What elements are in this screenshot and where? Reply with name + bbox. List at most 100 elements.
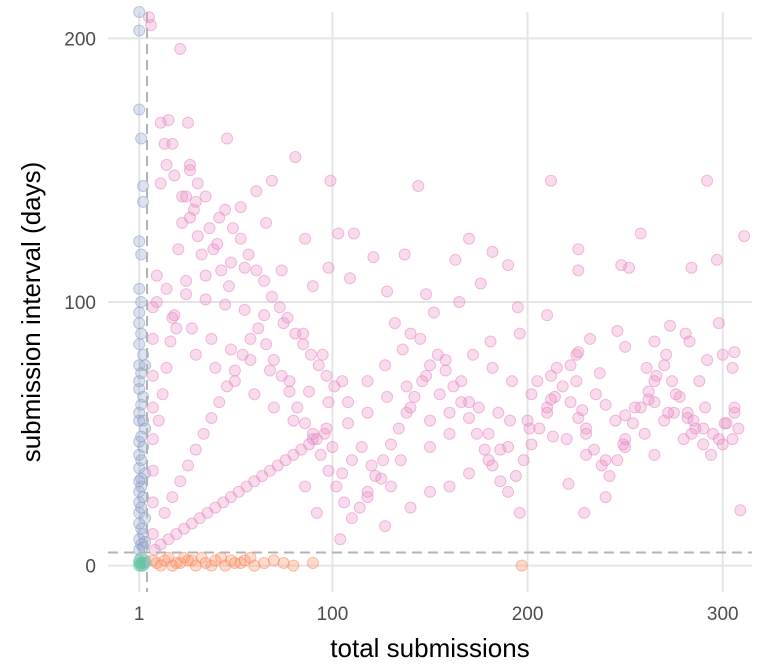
point-s3-287 xyxy=(595,459,608,472)
point-s3-98 xyxy=(734,504,747,517)
point-s3-288 xyxy=(603,470,616,482)
point-s0-47 xyxy=(135,472,148,485)
point-s3-14 xyxy=(544,174,557,187)
point-s3-96 xyxy=(578,506,591,519)
point-s3-330 xyxy=(304,348,317,361)
point-s3-115 xyxy=(361,375,374,388)
point-s3-157 xyxy=(521,414,534,427)
point-s3-291 xyxy=(626,417,639,430)
point-s3-26 xyxy=(572,243,585,256)
point-s3-124 xyxy=(424,441,436,453)
point-s3-80 xyxy=(599,398,612,411)
point-s3-118 xyxy=(414,332,427,345)
point-s3-13 xyxy=(412,180,425,192)
point-s3-181 xyxy=(505,375,518,388)
point-s3-201 xyxy=(146,332,159,345)
point-s3-168 xyxy=(531,375,544,388)
point-s3-341 xyxy=(207,243,220,256)
point-s3-267 xyxy=(439,364,452,377)
point-s3-150 xyxy=(384,480,397,493)
point-s3-36 xyxy=(572,264,585,277)
point-s3-38 xyxy=(685,261,698,274)
point-s3-93 xyxy=(504,414,517,427)
point-s3-279 xyxy=(533,422,546,435)
point-s3-49 xyxy=(474,277,487,290)
point-s0-2 xyxy=(133,103,146,116)
point-s3-68 xyxy=(701,354,714,366)
point-s3-112 xyxy=(299,480,312,493)
point-s3-35 xyxy=(502,259,515,272)
point-s3-45 xyxy=(306,280,319,293)
point-s3-198 xyxy=(185,322,198,335)
point-s3-25 xyxy=(486,245,499,258)
point-s3-308 xyxy=(164,335,177,348)
point-s3-85 xyxy=(699,401,712,414)
point-s3-180 xyxy=(486,361,499,374)
point-s3-242 xyxy=(244,332,257,345)
point-s3-271 xyxy=(470,427,483,440)
point-s3-192 xyxy=(303,385,316,398)
point-s3-293 xyxy=(642,385,655,398)
point-s0-4 xyxy=(137,180,150,192)
point-s3-262 xyxy=(400,406,413,419)
point-s3-1 xyxy=(144,19,157,32)
point-s3-101 xyxy=(463,467,476,480)
point-s2-9 xyxy=(135,559,148,572)
point-s3-189 xyxy=(361,406,374,419)
point-s1-13 xyxy=(267,554,280,567)
point-s3-91 xyxy=(648,448,661,461)
point-s3-165 xyxy=(677,433,690,446)
point-s3-62 xyxy=(648,335,661,348)
point-s3-203 xyxy=(146,401,159,414)
point-s3-273 xyxy=(486,459,499,472)
point-s3-121 xyxy=(472,401,485,414)
point-s3-328 xyxy=(289,327,302,340)
point-s3-81 xyxy=(619,409,632,422)
point-s3-270 xyxy=(463,412,476,424)
point-s0-12 xyxy=(135,327,148,340)
point-s3-22 xyxy=(332,227,345,240)
point-s3-135 xyxy=(199,293,212,306)
point-s3-315 xyxy=(191,230,204,243)
point-s3-319 xyxy=(219,203,232,216)
point-s3-23 xyxy=(347,227,360,240)
y-tick-label-1: 100 xyxy=(64,293,96,314)
point-s3-54 xyxy=(388,317,401,330)
point-s3-125 xyxy=(394,454,407,467)
point-s0-7 xyxy=(135,248,148,261)
point-s3-119 xyxy=(433,388,446,401)
point-s1-27 xyxy=(224,554,237,567)
point-s3-97 xyxy=(513,506,526,519)
point-s3-274 xyxy=(494,475,507,488)
point-s3-200 xyxy=(146,301,159,314)
point-s3-250 xyxy=(306,433,319,446)
point-s3-317 xyxy=(203,222,216,235)
point-s3-143 xyxy=(248,388,261,401)
y-axis-ticks: 0 100 200 xyxy=(64,29,96,577)
point-s3-19 xyxy=(213,211,226,224)
point-s3-33 xyxy=(398,248,411,261)
point-s3-188 xyxy=(381,390,394,403)
point-s3-275 xyxy=(502,485,515,498)
point-s3-305 xyxy=(152,414,165,427)
point-s3-190 xyxy=(342,417,355,430)
point-s3-316 xyxy=(195,248,208,261)
x-tick-label-0: 1 xyxy=(134,604,145,625)
point-s3-147 xyxy=(326,441,339,453)
x-tick-label-3: 300 xyxy=(707,604,739,625)
x-axis-ticks: 1 100 200 300 xyxy=(134,604,739,625)
point-s3-313 xyxy=(183,164,196,177)
point-s3-343 xyxy=(222,280,235,293)
point-s0-0 xyxy=(133,6,146,18)
point-s3-284 xyxy=(572,412,585,424)
point-s3-263 xyxy=(408,390,421,403)
point-s3-139 xyxy=(170,322,183,335)
point-s3-322 xyxy=(242,248,255,261)
point-s3-31 xyxy=(322,261,335,274)
point-s3-170 xyxy=(570,348,583,361)
point-s3-269 xyxy=(455,396,468,409)
point-s3-202 xyxy=(146,369,159,382)
point-s1-28 xyxy=(234,557,247,569)
point-s3-129 xyxy=(316,348,329,361)
point-s3-196 xyxy=(224,343,237,356)
